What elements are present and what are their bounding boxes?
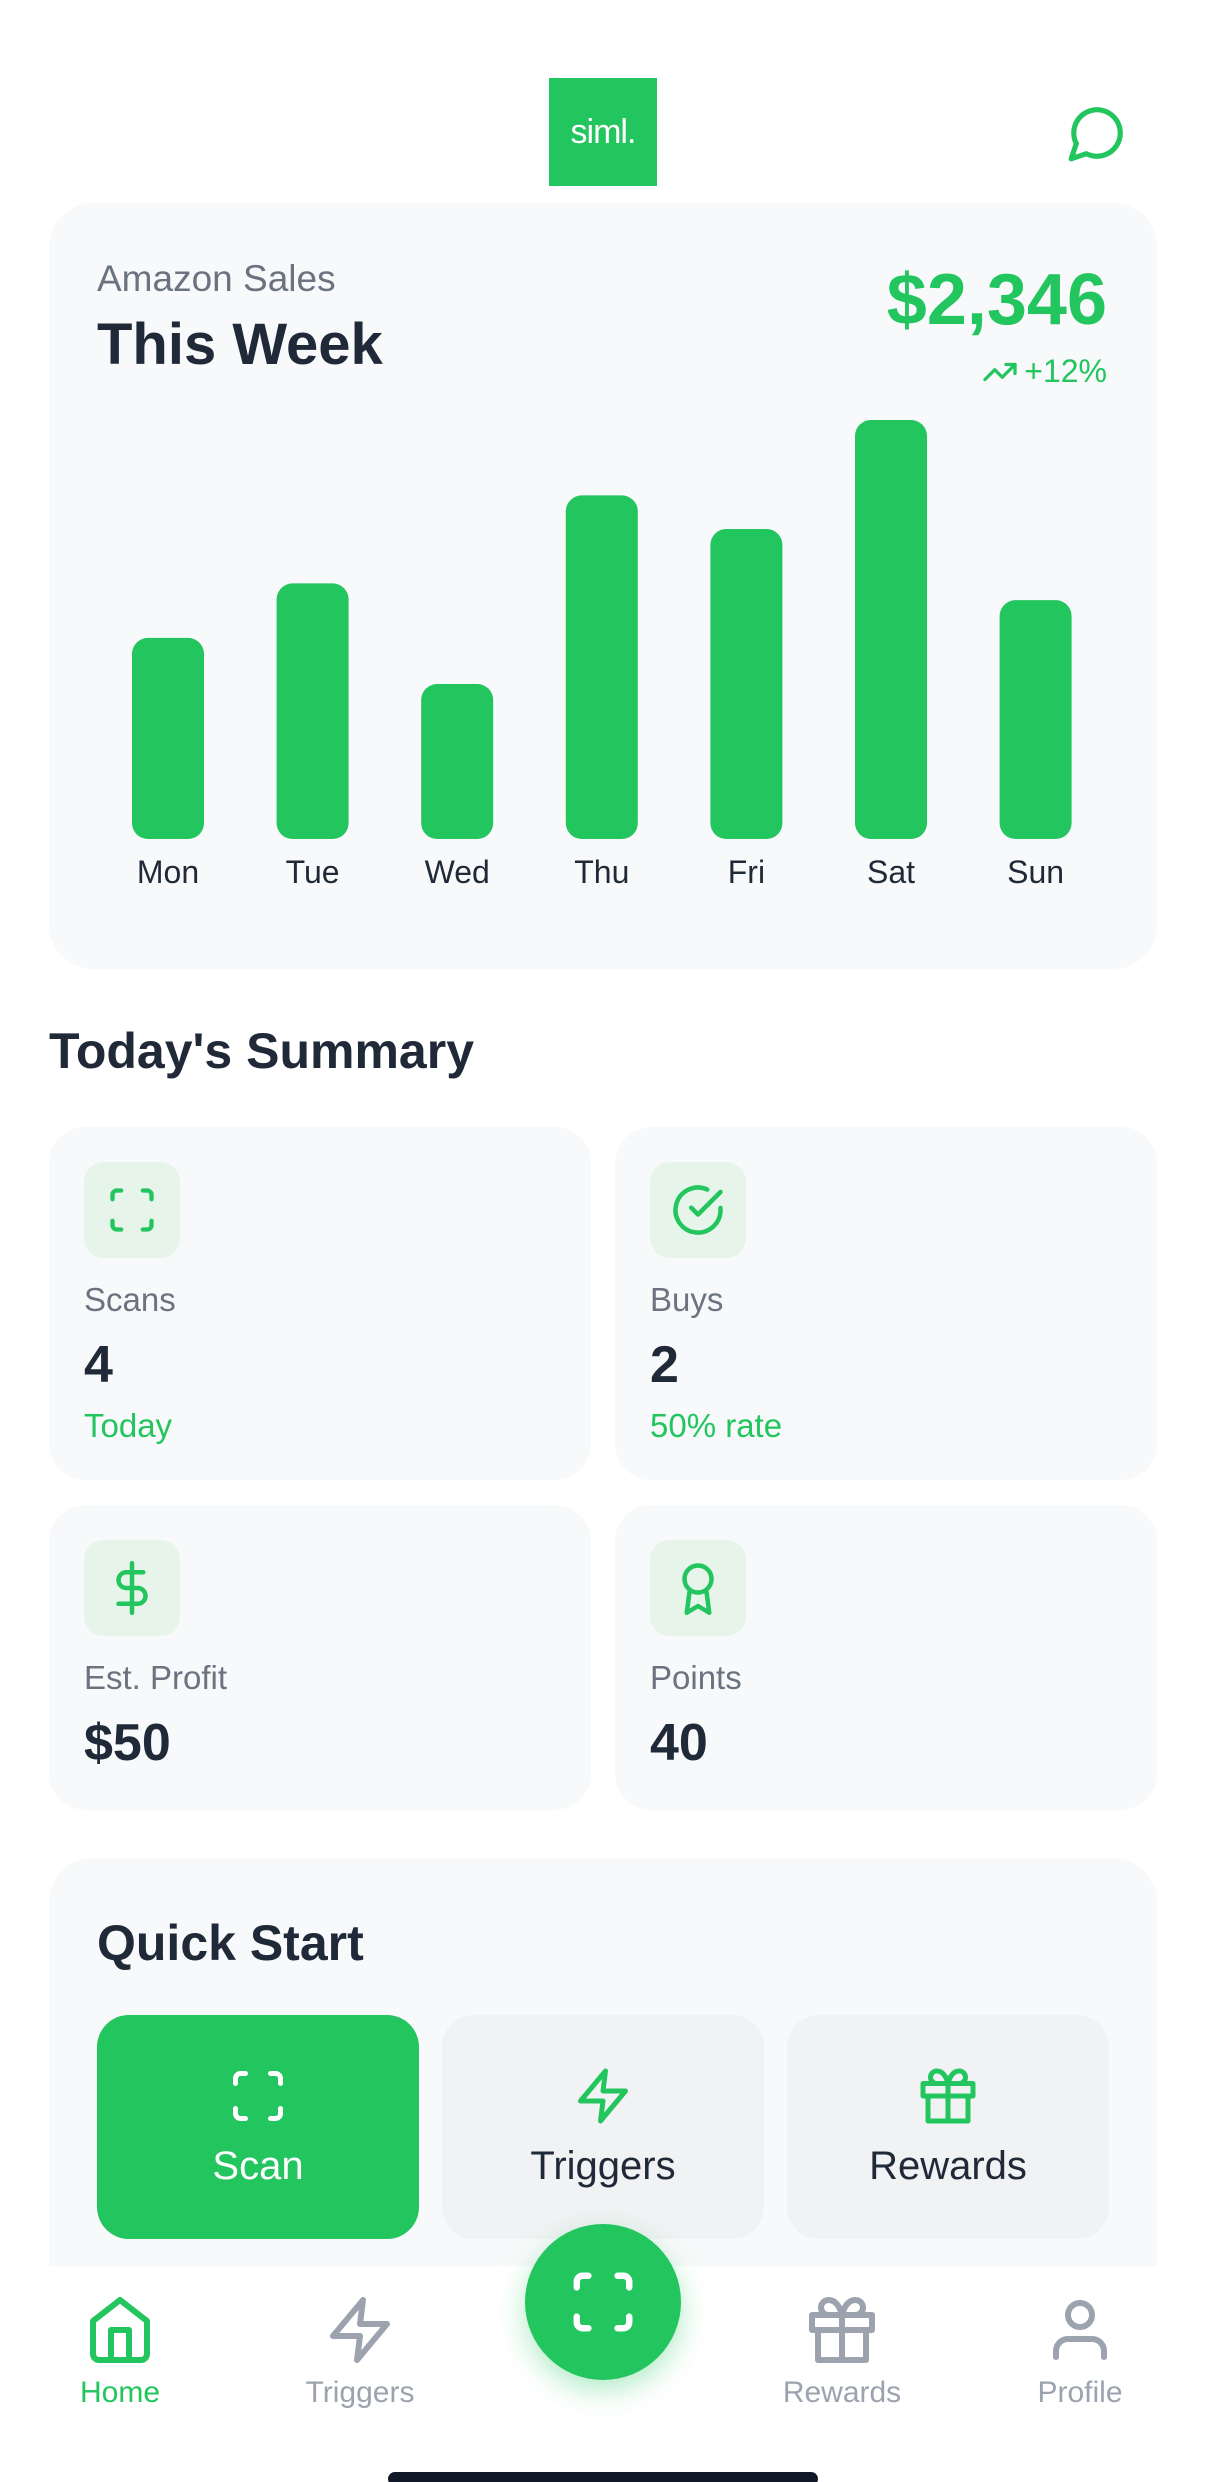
quick-rewards-button[interactable]: Rewards bbox=[787, 2015, 1109, 2239]
stat-value: 4 bbox=[84, 1336, 113, 1394]
scan-icon bbox=[110, 1188, 154, 1232]
stat-label: Est. Profit bbox=[84, 1659, 228, 1696]
dollar-icon bbox=[116, 1561, 148, 1615]
nav-triggers[interactable]: Triggers bbox=[260, 2294, 460, 2410]
nav-label: Home bbox=[79, 2376, 161, 2409]
chart-bar-wed bbox=[421, 683, 494, 839]
chart-tick-label: Sat bbox=[867, 854, 915, 890]
quick-start-card: Quick Start Scan Triggers Rewards bbox=[49, 1858, 1157, 2278]
sales-label: Amazon Sales bbox=[97, 258, 336, 299]
nav-label: Profile bbox=[1037, 2376, 1123, 2409]
weekly-sales-chart: Mon Tue Wed Thu Fri Sat Sun bbox=[132, 420, 1072, 890]
chart-tick-label: Tue bbox=[286, 854, 340, 890]
sales-period-title: This Week bbox=[97, 312, 383, 377]
nav-label: Rewards bbox=[782, 2376, 902, 2409]
nav-home[interactable]: Home bbox=[20, 2294, 220, 2410]
stat-value: 40 bbox=[650, 1714, 708, 1772]
chart-tick-label: Wed bbox=[425, 854, 490, 890]
logo-text: siml. bbox=[570, 112, 637, 151]
nav-profile[interactable]: Profile bbox=[980, 2294, 1180, 2410]
lightning-icon bbox=[330, 2297, 390, 2363]
sales-change: +12% bbox=[982, 353, 1107, 390]
stat-label: Scans bbox=[84, 1281, 176, 1318]
stat-card-profit: Est. Profit $50 bbox=[49, 1505, 591, 1810]
stat-card-points: Points 40 bbox=[615, 1505, 1157, 1810]
stat-label: Buys bbox=[650, 1281, 724, 1318]
chart-bar-thu bbox=[565, 495, 638, 839]
chat-button[interactable] bbox=[1062, 98, 1132, 168]
home-indicator bbox=[388, 2472, 818, 2482]
gift-icon bbox=[920, 2068, 976, 2123]
user-icon bbox=[1053, 2300, 1107, 2360]
quick-start-title: Quick Start bbox=[97, 1915, 364, 1971]
chat-bubble-icon bbox=[1068, 107, 1123, 162]
award-icon bbox=[682, 1563, 714, 1615]
stat-label: Points bbox=[650, 1659, 742, 1696]
scan-icon bbox=[573, 2272, 633, 2332]
chart-tick-label: Fri bbox=[728, 854, 765, 890]
sales-change-value: +12% bbox=[1024, 353, 1107, 389]
gift-icon bbox=[809, 2297, 875, 2363]
quick-button-label: Scan bbox=[212, 2143, 304, 2188]
stat-value: 2 bbox=[650, 1336, 679, 1394]
nav-label: Triggers bbox=[305, 2376, 415, 2409]
summary-title: Today's Summary bbox=[49, 1023, 474, 1079]
quick-button-label: Triggers bbox=[530, 2143, 676, 2188]
chart-tick-label: Mon bbox=[137, 854, 199, 890]
stat-card-buys: Buys 2 50% rate bbox=[615, 1127, 1157, 1480]
stat-card-scans: Scans 4 Today bbox=[49, 1127, 591, 1480]
check-circle-icon bbox=[673, 1185, 723, 1235]
stat-value: $50 bbox=[84, 1714, 171, 1772]
chart-tick-label: Thu bbox=[574, 854, 629, 890]
quick-scan-button[interactable]: Scan bbox=[97, 2015, 419, 2239]
quick-button-label: Rewards bbox=[869, 2143, 1027, 2188]
home-icon bbox=[90, 2297, 150, 2363]
center-scan-button[interactable] bbox=[525, 2224, 681, 2380]
chart-bar-mon bbox=[132, 637, 204, 839]
quick-triggers-button[interactable]: Triggers bbox=[442, 2015, 764, 2239]
stat-subtext: Today bbox=[84, 1407, 173, 1444]
chart-bar-sat bbox=[855, 420, 927, 839]
app-logo: siml. bbox=[549, 78, 657, 186]
chart-bar-tue bbox=[276, 583, 349, 839]
chart-tick-label: Sun bbox=[1007, 854, 1064, 890]
sales-card: Amazon Sales This Week $2,346 +12% Mon Tu… bbox=[49, 203, 1157, 969]
trending-up-icon bbox=[983, 362, 1017, 381]
sales-amount: $2,346 bbox=[886, 260, 1107, 340]
nav-rewards[interactable]: Rewards bbox=[742, 2294, 942, 2410]
scan-icon bbox=[233, 2070, 283, 2121]
chart-bar-sun bbox=[999, 600, 1072, 839]
chart-bar-fri bbox=[710, 528, 783, 839]
stat-subtext: 50% rate bbox=[650, 1407, 783, 1444]
lightning-icon bbox=[578, 2068, 628, 2123]
